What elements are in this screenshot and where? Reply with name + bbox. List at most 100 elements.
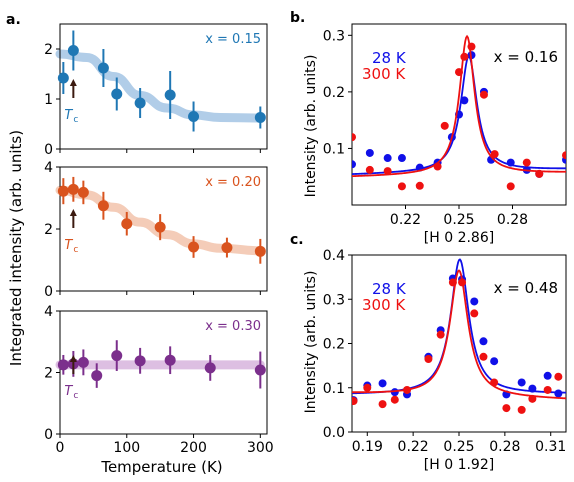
- tc-arrowhead: [69, 355, 77, 362]
- data-point: [424, 354, 433, 363]
- panel-label-a: a.: [6, 12, 21, 28]
- data-point: [554, 372, 563, 381]
- data-point: [479, 337, 488, 346]
- data-point: [543, 385, 552, 394]
- sample-label: x = 0.48: [494, 279, 558, 297]
- data-point: [254, 364, 266, 376]
- chart-a1: 0 1 2 x = 0.15 T c: [44, 23, 268, 158]
- data-point: [365, 165, 374, 174]
- data-point: [506, 158, 515, 167]
- y-tick-label: 0.0: [323, 425, 345, 441]
- sample-label: x = 0.16: [494, 48, 558, 66]
- data-point: [164, 354, 176, 366]
- data-point: [528, 394, 537, 403]
- legend-300k: 300 K: [362, 296, 406, 314]
- tc-arrowhead: [69, 79, 77, 86]
- data-point: [517, 405, 526, 414]
- panel-label-b: b.: [290, 10, 305, 26]
- data-point: [77, 186, 89, 198]
- y-tick-label: 0.2: [323, 337, 345, 353]
- y-tick-label: 0.3: [323, 28, 345, 44]
- series-label: x = 0.20: [205, 175, 261, 190]
- data-point: [77, 356, 89, 368]
- data-point: [363, 383, 372, 392]
- c-ylabel: Intensity (arb. units): [303, 271, 319, 414]
- data-point: [111, 88, 123, 100]
- guide-band: [55, 185, 265, 256]
- x-tick-label: 0.19: [352, 439, 383, 455]
- data-point: [397, 182, 406, 191]
- data-point: [460, 52, 469, 61]
- a-xlabel: Temperature (K): [100, 458, 222, 476]
- data-point: [470, 297, 479, 306]
- data-point: [467, 42, 476, 51]
- data-point: [352, 160, 356, 169]
- y-tick-label: 1: [44, 92, 53, 108]
- y-tick-label: 4: [44, 304, 53, 320]
- data-point: [188, 241, 200, 253]
- x-tick-label: 0.31: [535, 439, 566, 455]
- data-point: [383, 154, 392, 163]
- data-point: [57, 72, 69, 84]
- data-point: [121, 218, 133, 230]
- data-point: [397, 154, 406, 163]
- data-point: [470, 309, 479, 318]
- chart-a2: 0 2 4 x = 0.20 T c: [44, 160, 268, 300]
- x-tick-label: 0.28: [497, 212, 528, 228]
- x-tick-label: 300: [247, 440, 274, 456]
- data-point: [352, 397, 358, 406]
- legend-300k: 300 K: [362, 65, 406, 83]
- chart-c: 0.0 0.1 0.2 0.3 0.4 0.19 0.22 0.25 0.28 0.31 [H 0 …: [323, 248, 567, 473]
- data-point: [506, 182, 515, 191]
- data-point: [436, 330, 445, 339]
- data-point: [91, 370, 103, 382]
- legend-28k: 28 K: [372, 280, 407, 298]
- data-point: [97, 200, 109, 212]
- data-point: [254, 245, 266, 257]
- data-point: [479, 352, 488, 361]
- tc-arrowhead: [69, 209, 77, 216]
- tc-label-sub: c: [73, 245, 78, 255]
- data-point: [390, 395, 399, 404]
- tc-label: T: [64, 238, 73, 253]
- x-tick-label: 200: [180, 440, 207, 456]
- data-point: [490, 150, 499, 159]
- data-point: [134, 355, 146, 367]
- data-point: [502, 404, 511, 413]
- y-tick-label: 0: [44, 427, 53, 443]
- data-point: [254, 112, 266, 123]
- guide-band: [55, 49, 265, 123]
- a-ylabel: Integrated intensity (arb. units): [7, 130, 25, 366]
- chart-a3: 0 2 4 0 100 200 300 x = 0.30 T c: [44, 304, 274, 456]
- data-point: [455, 68, 463, 77]
- data-point: [378, 379, 387, 388]
- y-tick-label: 0: [44, 142, 53, 158]
- y-tick-label: 2: [44, 366, 53, 382]
- data-point: [528, 384, 537, 393]
- data-point: [448, 278, 457, 287]
- data-point: [154, 221, 166, 233]
- data-point: [67, 183, 79, 195]
- y-tick-label: 0.1: [323, 381, 345, 397]
- y-tick-label: 0.1: [323, 141, 345, 157]
- data-point: [415, 181, 424, 190]
- data-point: [517, 378, 526, 387]
- data-point: [134, 97, 146, 109]
- data-point: [403, 385, 412, 394]
- tc-label: T: [64, 384, 73, 399]
- data-point: [57, 185, 69, 197]
- data-point: [479, 90, 488, 99]
- x-axis-label: [H 0 1.92]: [424, 457, 494, 473]
- x-tick-label: 0.25: [443, 439, 474, 455]
- data-point: [458, 278, 467, 287]
- x-axis-label: [H 0 2.86]: [424, 230, 494, 246]
- series-label: x = 0.15: [205, 32, 261, 47]
- data-point: [221, 242, 233, 254]
- x-tick-label: 0.22: [398, 439, 429, 455]
- b-ylabel: Intensity (arb. units): [303, 55, 319, 198]
- data-point: [378, 400, 387, 409]
- data-point: [562, 151, 566, 160]
- legend-28k: 28 K: [372, 49, 407, 67]
